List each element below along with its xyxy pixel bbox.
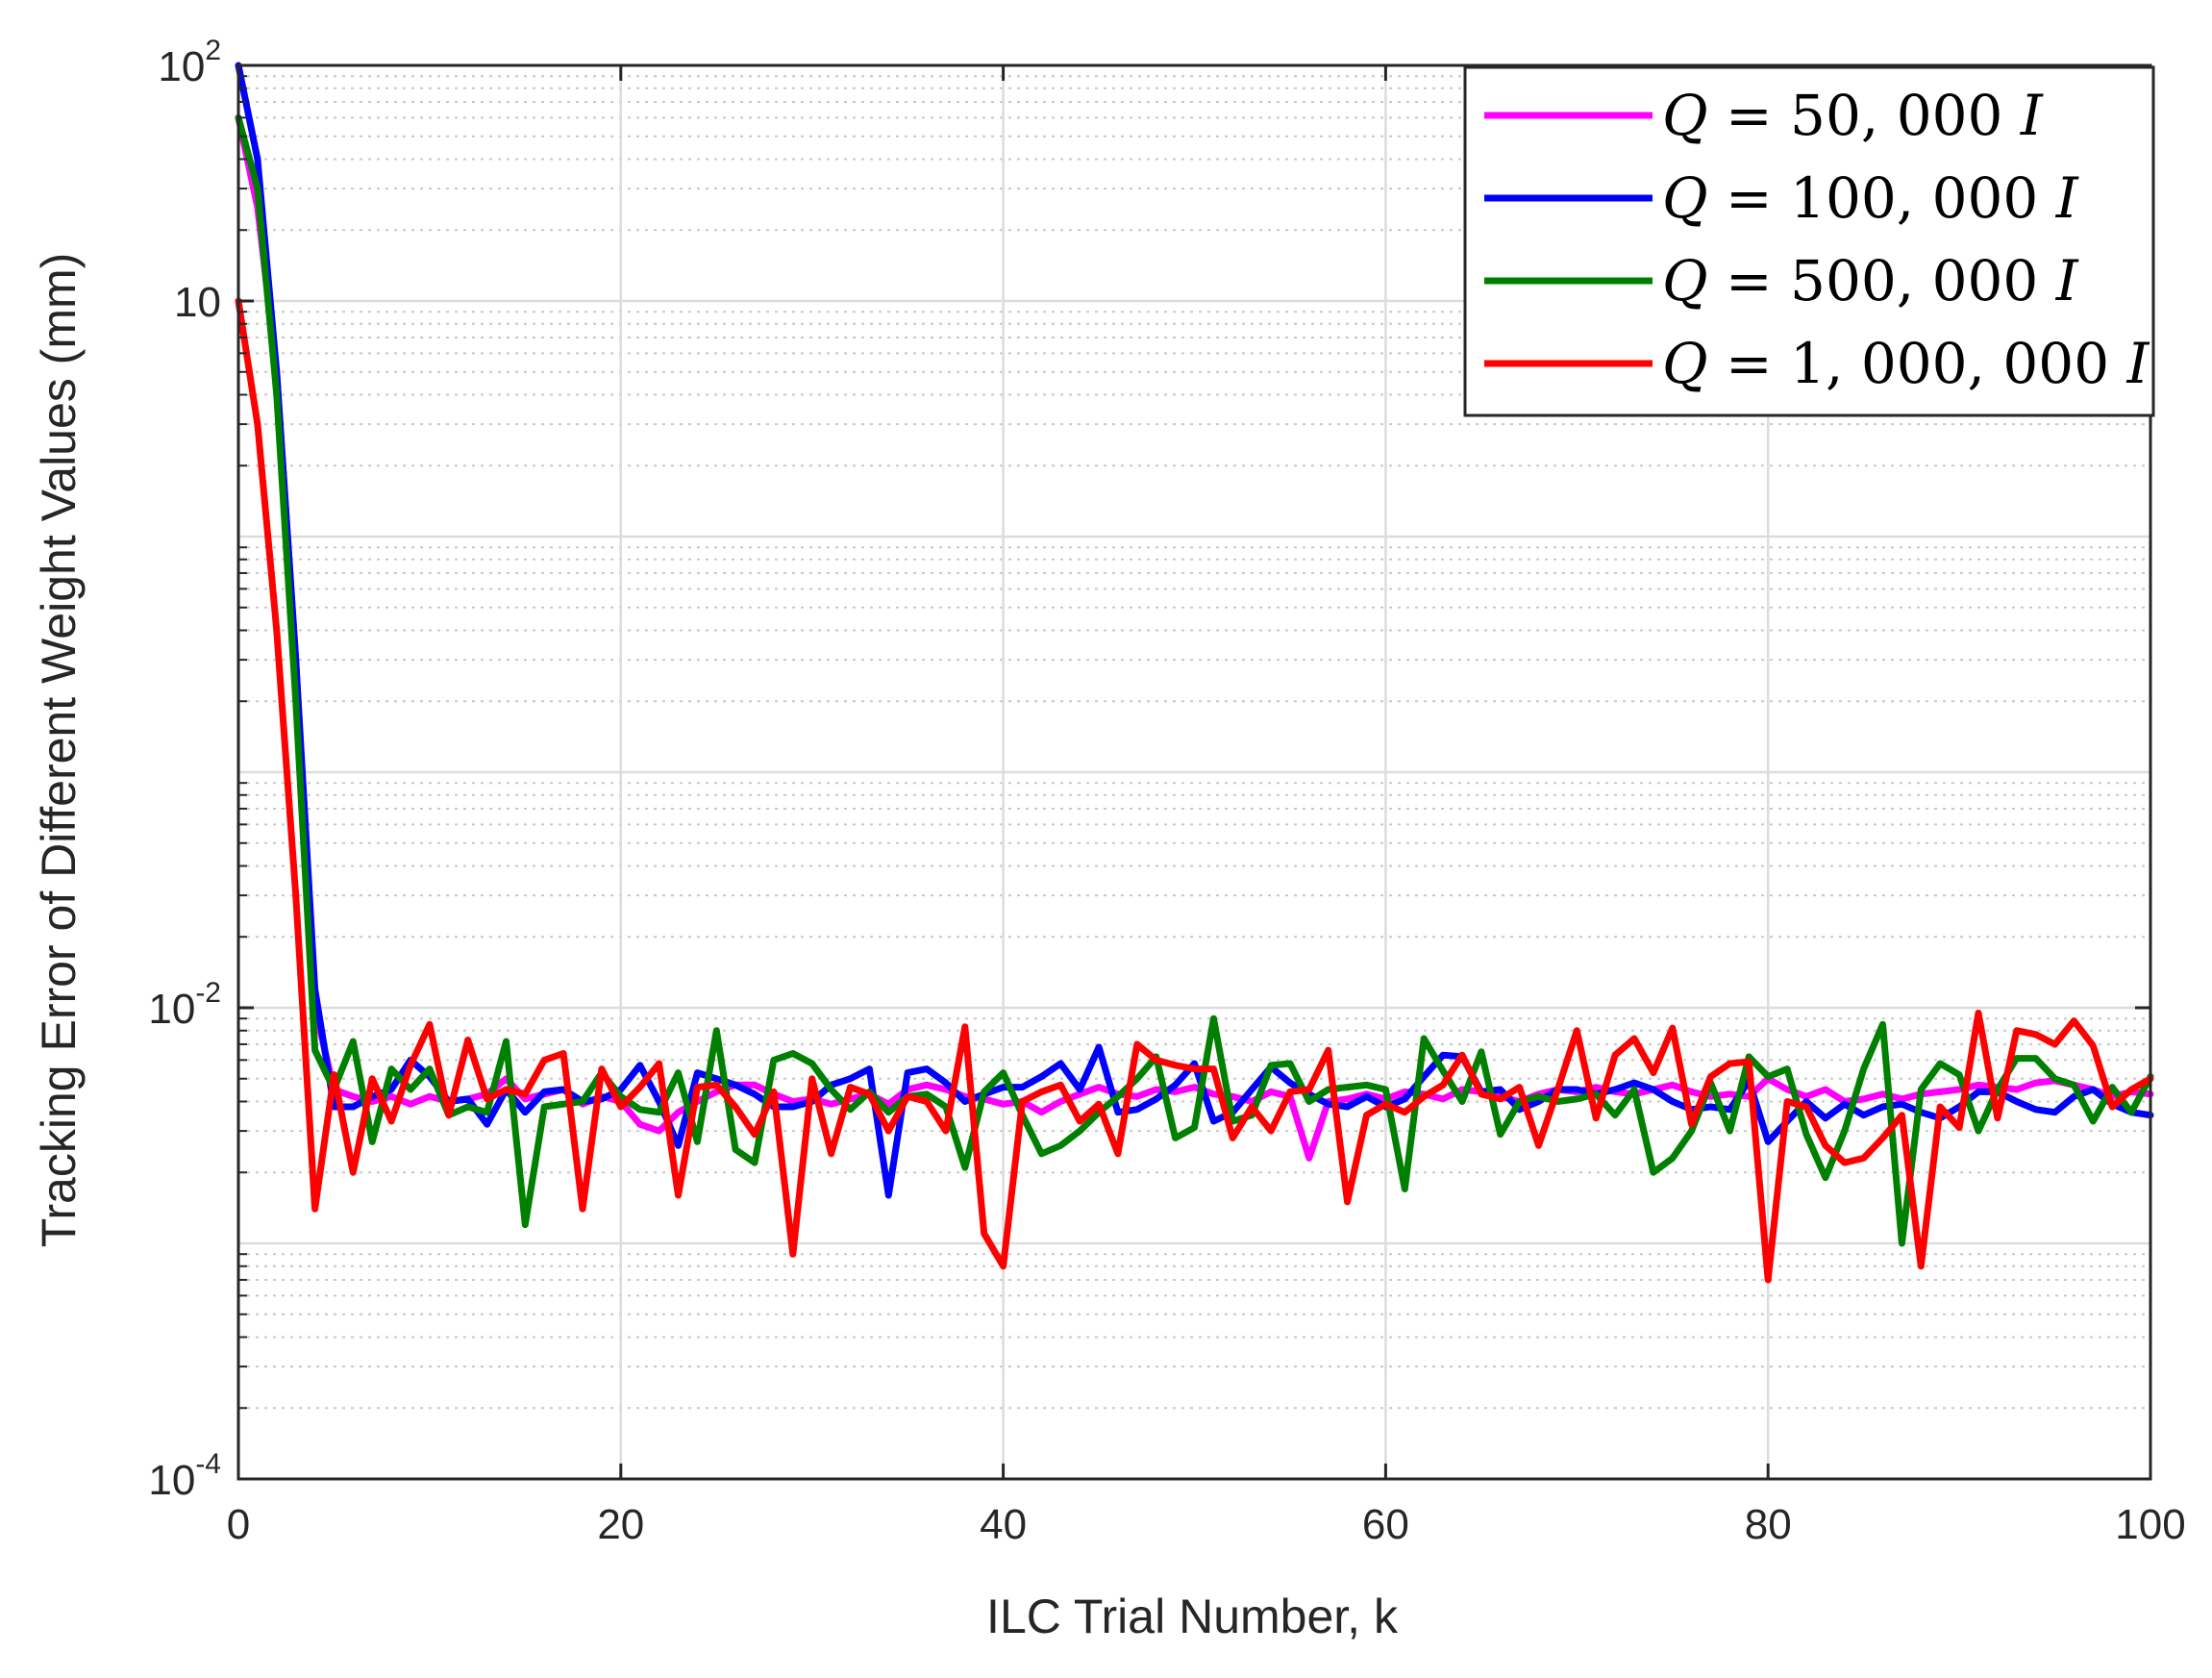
plot-area-frame (236, 63, 2152, 1481)
series-line-4 (235, 297, 2154, 1284)
legend-var: Q (1662, 83, 1708, 148)
legend-mat: I (2055, 248, 2079, 313)
x-axis-label: ILC Trial Number, k (986, 1590, 1399, 1643)
legend-mat: I (2055, 165, 2079, 231)
legend-eq: = (1708, 83, 1790, 148)
y-axis-label: Tracking Error of Different Weight Value… (32, 253, 86, 1248)
legend-var: Q (1662, 165, 1708, 231)
legend-var: Q (1662, 331, 1708, 396)
series-layer (235, 62, 2154, 1284)
y-tick-exponent: -4 (195, 1448, 221, 1480)
x-tick-label: 80 (1745, 1501, 1792, 1548)
legend-var: Q (1662, 248, 1708, 313)
series-line-3 (235, 113, 2154, 1247)
y-tick-base: 10 (158, 43, 205, 90)
y-tick-label: 10-4 (148, 1448, 221, 1504)
legend-box (1463, 65, 2155, 417)
legend-entry-label: Q = 500, 000 I (1662, 248, 2079, 313)
y-tick-exponent: 2 (205, 35, 221, 66)
legend: Q = 50, 000 IQ = 100, 000 IQ = 500, 000 … (1463, 65, 2155, 417)
legend-mat: I (2020, 83, 2044, 148)
legend-num: 50, 000 (1790, 83, 2021, 148)
legend-entry-label: Q = 1, 000, 000 I (1662, 331, 2150, 396)
x-tick-label: 20 (597, 1501, 644, 1548)
legend-num: 1, 000, 000 (1790, 331, 2127, 396)
x-tick-label: 60 (1362, 1501, 1409, 1548)
y-tick-label: 102 (158, 35, 221, 90)
legend-entry-label: Q = 50, 000 I (1662, 83, 2044, 148)
legend-eq: = (1708, 331, 1790, 396)
y-tick-label: 10-2 (148, 977, 221, 1033)
y-tick-base: 10 (174, 279, 221, 326)
legend-num: 100, 000 (1790, 165, 2056, 231)
legend-mat: I (2126, 331, 2150, 396)
y-tick-base: 10 (148, 986, 195, 1033)
legend-num: 500, 000 (1790, 248, 2056, 313)
y-tick-label: 10 (174, 279, 221, 326)
legend-eq: = (1708, 165, 1790, 231)
series-line-2 (235, 62, 2154, 1199)
y-tick-base: 10 (148, 1457, 195, 1504)
legend-entry-label: Q = 100, 000 I (1662, 165, 2079, 231)
legend-eq: = (1708, 248, 1790, 313)
x-tick-label: 100 (2115, 1501, 2185, 1548)
x-tick-label: 40 (980, 1501, 1027, 1548)
y-tick-exponent: -2 (195, 977, 221, 1009)
x-tick-label: 0 (227, 1501, 250, 1548)
